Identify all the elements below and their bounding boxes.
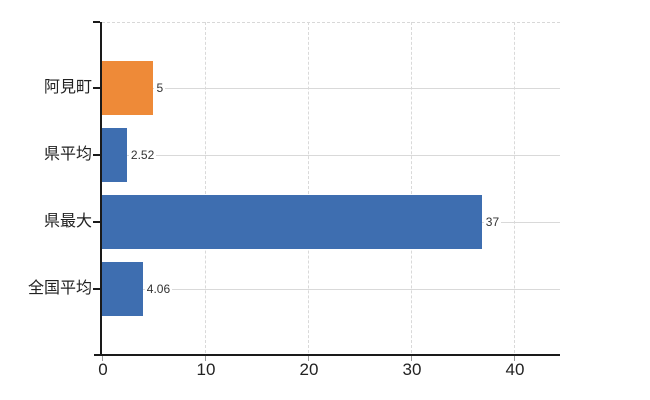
x-axis-tick xyxy=(411,356,412,361)
x-tick-label: 30 xyxy=(402,360,422,379)
x-axis-tick xyxy=(308,356,309,361)
x-axis-tick xyxy=(514,356,515,361)
bar-value-label: 37 xyxy=(483,215,502,229)
x-tick-label: 40 xyxy=(505,360,525,379)
category-label: 全国平均 xyxy=(27,280,92,297)
y-axis xyxy=(99,22,102,356)
y-axis-tick xyxy=(93,87,100,89)
bar[interactable] xyxy=(101,195,483,249)
x-axis-tick xyxy=(205,356,206,361)
bar[interactable] xyxy=(101,61,153,115)
gridline-v xyxy=(205,22,206,353)
gridline-v xyxy=(411,22,412,353)
bar-value-label: 5 xyxy=(154,81,166,95)
x-tick-label: 20 xyxy=(299,360,319,379)
x-tick-label: 10 xyxy=(196,360,216,379)
y-axis-tick xyxy=(93,221,100,223)
y-axis-tick xyxy=(93,154,100,156)
bar[interactable] xyxy=(101,262,144,316)
gridline-h xyxy=(102,88,560,89)
x-axis-tick xyxy=(102,356,103,361)
bar-value-label: 4.06 xyxy=(144,282,173,296)
category-label: 県平均 xyxy=(43,146,92,163)
x-axis xyxy=(94,354,560,356)
gridline-h xyxy=(102,289,560,290)
category-label: 阿見町 xyxy=(43,79,92,96)
plot-top-border xyxy=(102,22,560,23)
x-tick-label: 0 xyxy=(98,360,108,379)
bar[interactable] xyxy=(101,128,128,182)
y-axis-tick xyxy=(93,288,100,290)
gridline-v xyxy=(514,22,515,353)
category-label: 県最大 xyxy=(43,213,92,230)
y-axis-tick xyxy=(93,21,100,23)
gridline-h xyxy=(102,155,560,156)
bar-value-label: 2.52 xyxy=(128,148,157,162)
gridline-v xyxy=(308,22,309,353)
